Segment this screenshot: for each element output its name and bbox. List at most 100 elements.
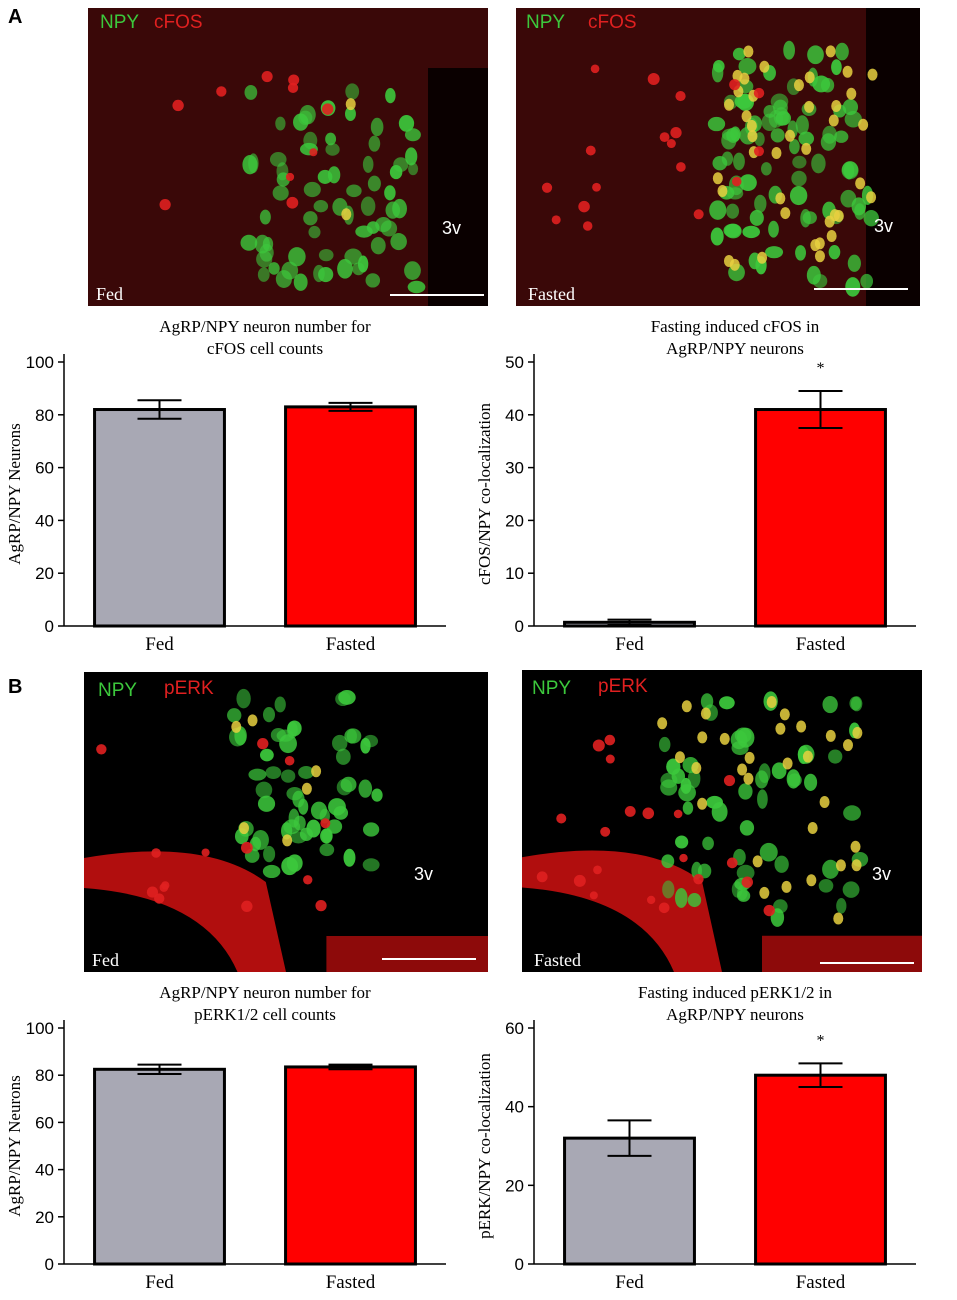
condition-label: Fed (92, 950, 119, 970)
colocalized-cell (784, 129, 795, 142)
marker-cell (216, 86, 227, 97)
colocalized-cell (828, 114, 839, 127)
marker-cell (600, 826, 611, 837)
colocalized-cell (796, 720, 807, 733)
npy-cell (310, 801, 328, 820)
colocalized-cell (802, 750, 813, 763)
colocalized-cell (311, 765, 322, 778)
y-tick-label: 40 (505, 1098, 524, 1117)
marker-cell (726, 857, 738, 869)
stain-label-red: pERK (598, 676, 648, 697)
colocalized-cell (842, 65, 853, 78)
colocalized-cell (239, 822, 250, 835)
npy-cell (248, 153, 259, 174)
npy-cell (845, 277, 861, 297)
marker-cell (303, 875, 313, 885)
scale-bar (390, 294, 484, 296)
npy-cell (783, 40, 795, 60)
colocalized-cell (681, 700, 692, 713)
marker-cell (146, 886, 159, 898)
colocalized-cell (766, 696, 777, 709)
marker-cell (96, 744, 107, 755)
marker-cell (592, 739, 605, 752)
npy-cell (303, 181, 321, 198)
marker-cell (573, 874, 586, 887)
colocalized-cell (793, 79, 804, 92)
npy-cell (276, 162, 289, 181)
colocalized-cell (826, 230, 837, 243)
colocalized-cell (807, 822, 818, 835)
npy-cell (792, 155, 807, 169)
npy-cell (390, 233, 407, 251)
npy-cell (405, 147, 418, 166)
npy-cell (713, 60, 725, 73)
npy-cell (392, 198, 407, 219)
npy-cell (299, 827, 313, 842)
npy-cell (733, 152, 745, 171)
marker-cell (241, 900, 253, 913)
npy-cell (770, 128, 785, 143)
npy-cell (828, 749, 843, 764)
marker-cell (593, 865, 602, 875)
y-tick-label: 30 (505, 459, 524, 478)
npy-cell (757, 789, 768, 809)
npy-cell (327, 166, 341, 184)
y-tick-label: 80 (35, 406, 54, 425)
y-axis-label: pERK/NPY co-localization (475, 1053, 494, 1239)
npy-cell (849, 696, 862, 711)
npy-cell (732, 47, 746, 61)
npy-cell (768, 220, 779, 238)
npy-cell (257, 267, 270, 282)
npy-cell (820, 133, 837, 151)
marker-cell (309, 148, 318, 157)
marker-cell (624, 805, 636, 817)
scale-bar (382, 958, 476, 960)
npy-cell (319, 843, 335, 857)
y-tick-label: 0 (515, 617, 524, 636)
colocalized-cell (759, 886, 770, 899)
marker-cell (285, 172, 295, 182)
y-tick-label: 0 (515, 1255, 524, 1274)
chart-svg: AgRP/NPY neuron number for cFOS cell coun… (5, 317, 446, 655)
npy-cell (842, 881, 860, 898)
colocalized-cell (746, 119, 757, 132)
npy-cell (761, 162, 772, 176)
colocalized-cell (282, 834, 293, 847)
marker-cell (659, 132, 670, 143)
colocalized-cell (719, 732, 730, 745)
colocalized-cell (771, 147, 782, 160)
npy-cell (389, 165, 403, 180)
npy-cell (270, 727, 286, 742)
colocalized-cell (843, 739, 854, 752)
npy-cell (719, 696, 735, 710)
npy-cell (702, 836, 714, 851)
chart-a-neuron-number: AgRP/NPY neuron number for cFOS cell coun… (0, 312, 470, 662)
npy-cell (675, 835, 689, 849)
colocalized-cell (779, 708, 790, 721)
tissue-edge (762, 935, 922, 972)
marker-cell (315, 900, 327, 912)
marker-cell (753, 146, 764, 157)
marker-cell (731, 176, 742, 187)
npy-cell (384, 185, 396, 201)
npy-cell (834, 130, 849, 143)
bar-fed (93, 408, 226, 628)
npy-cell (706, 795, 723, 809)
chart-b-perk-colocalization: Fasting induced pERK1/2 in AgRP/NPY neuro… (470, 978, 940, 1300)
colocalized-cell (724, 98, 735, 111)
marker-cell (556, 813, 567, 824)
npy-cell (736, 864, 755, 881)
colocalized-cell (712, 172, 723, 185)
npy-cell (774, 855, 789, 873)
micrograph-a-fed-canvas (88, 8, 488, 306)
npy-cell (286, 786, 303, 801)
npy-cell (835, 42, 849, 61)
colocalized-cell (741, 110, 752, 123)
chart-title: pERK1/2 cell counts (194, 1005, 336, 1024)
npy-cell (789, 139, 800, 155)
marker-cell (321, 103, 334, 115)
npy-cell (822, 859, 839, 879)
npy-cell (678, 784, 696, 802)
bar-fed (93, 1067, 226, 1266)
npy-cell (325, 132, 337, 146)
